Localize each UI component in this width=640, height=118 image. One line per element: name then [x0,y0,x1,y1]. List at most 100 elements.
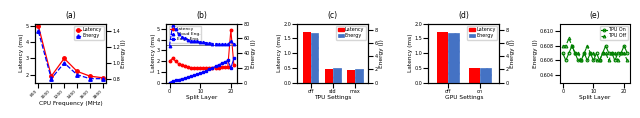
Y-axis label: Energy (J): Energy (J) [533,39,538,67]
TPU Off [589,52,597,54]
TPU Off [614,60,622,61]
Legend: Latency, Cloud Eng., Edge Eng.: Latency, Cloud Eng., Edge Eng. [168,26,202,43]
Cloud Eng. [230,44,238,45]
Latency [230,65,238,66]
Bar [303,32,310,83]
Y-axis label: Latency (ms): Latency (ms) [277,34,282,72]
TPU On [593,52,600,54]
Latency [218,67,225,68]
Latency [190,67,198,69]
Latency [99,77,107,78]
Y-axis label: Energy (J): Energy (J) [510,39,515,67]
Text: (d): (d) [458,11,469,20]
Latency [202,68,210,69]
Cloud Eng. [218,44,225,45]
TPU On [571,52,579,54]
Edge Eng. [209,67,216,69]
Energy [86,78,94,79]
Y-axis label: Energy (J): Energy (J) [122,39,127,67]
Edge Eng. [202,70,210,72]
Latency [215,67,223,69]
Edge Eng. [215,64,223,66]
Latency [224,66,232,67]
Bar [448,33,459,83]
Latency [187,67,195,68]
TPU Off [565,38,573,39]
Latency [205,67,213,69]
TPU Off [608,52,616,54]
TPU On [614,52,622,54]
TPU On [605,52,612,54]
TPU Off [574,52,582,54]
TPU On [596,60,604,61]
Latency [193,67,201,68]
Bar [468,68,480,83]
TPU On [562,60,570,61]
TPU Off [602,52,609,54]
TPU Off [596,60,604,61]
Cloud Eng. [200,41,207,43]
TPU On [565,52,573,54]
X-axis label: GPU Settings: GPU Settings [445,95,483,100]
Edge Eng. [230,58,238,59]
TPU Off [559,45,566,46]
Edge Eng. [193,74,201,75]
Line: Edge Eng.: Edge Eng. [168,57,235,84]
TPU Off [623,60,631,61]
Edge Eng. [218,63,225,64]
Cloud Eng. [181,38,189,39]
Edge Eng. [175,79,182,80]
Energy [73,74,81,75]
Energy [60,62,68,64]
Latency [212,67,220,68]
Edge Eng. [181,77,189,79]
Edge Eng. [212,66,220,67]
Line: Cloud Eng.: Cloud Eng. [168,24,235,47]
TPU On [574,60,582,61]
Cloud Eng. [175,33,182,35]
Bar [355,70,363,83]
TPU Off [593,60,600,61]
Latency [35,25,42,27]
Text: (a): (a) [65,11,76,20]
Line: TPU Off: TPU Off [561,37,628,62]
Latency [175,63,182,65]
Edge Eng. [187,75,195,77]
TPU On [586,52,594,54]
X-axis label: TPU Settings: TPU Settings [314,95,351,100]
TPU Off [620,52,628,54]
Latency [166,60,173,62]
TPU Off [571,52,579,54]
Y-axis label: Energy (J): Energy (J) [251,39,256,67]
Y-axis label: Latency (ms): Latency (ms) [150,34,156,72]
TPU Off [586,52,594,54]
TPU On [611,60,619,61]
Latency [184,66,192,68]
Line: TPU On: TPU On [561,44,628,62]
Cloud Eng. [187,40,195,41]
Cloud Eng. [215,44,223,45]
Edge Eng. [196,72,204,74]
Cloud Eng. [178,36,186,38]
Edge Eng. [224,60,232,61]
Edge Eng. [184,77,192,78]
Latency [209,67,216,69]
X-axis label: Split Layer: Split Layer [186,95,218,100]
Edge Eng. [178,78,186,80]
TPU On [559,52,566,54]
Cloud Eng. [172,29,179,30]
TPU Off [599,52,607,54]
Cloud Eng. [169,24,177,26]
Cloud Eng. [205,42,213,43]
TPU On [608,52,616,54]
TPU Off [584,45,591,46]
Latency [86,75,94,77]
Cloud Eng. [184,39,192,40]
Latency [221,66,228,68]
Cloud Eng. [212,43,220,44]
Edge Eng. [200,72,207,73]
Latency [181,65,189,67]
Text: (c): (c) [328,11,338,20]
TPU On [580,52,588,54]
Legend: Latency, Energy: Latency, Energy [336,26,366,40]
